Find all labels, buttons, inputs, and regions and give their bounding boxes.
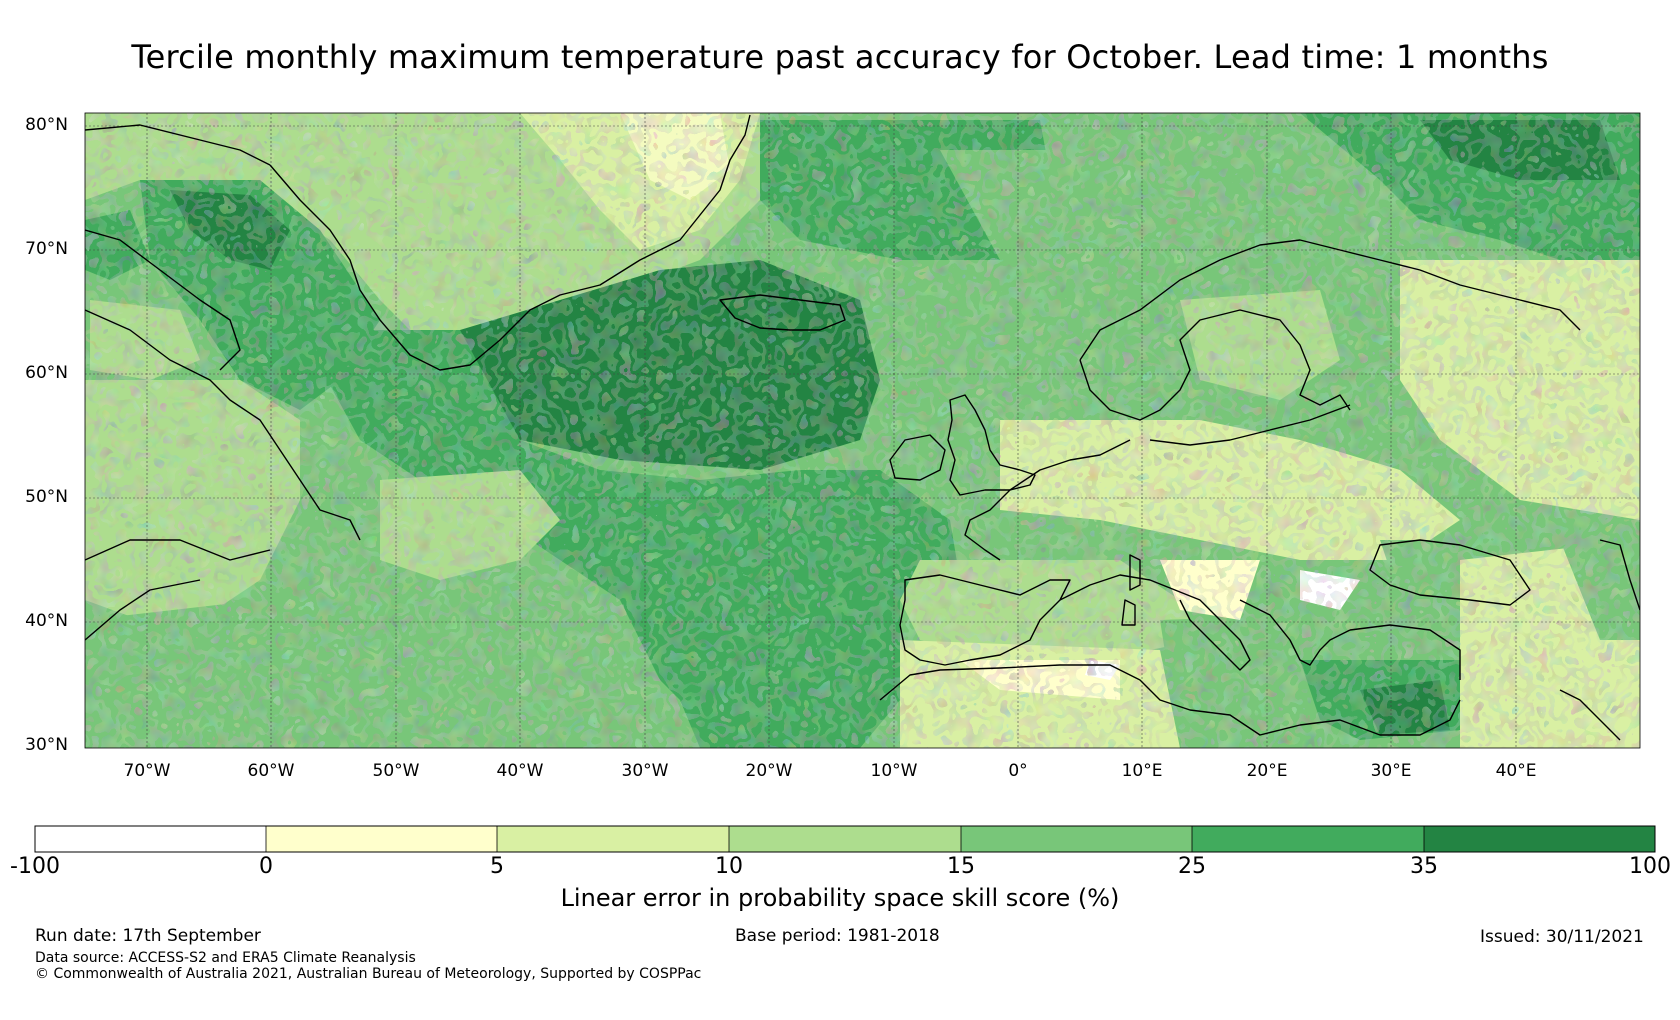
colorbar-tick: -100 (10, 854, 60, 879)
colorbar-swatch (729, 826, 961, 852)
colorbar-tick: 35 (1410, 854, 1438, 879)
colorbar-swatch (497, 826, 729, 852)
colorbar-tick: 25 (1178, 854, 1206, 879)
colorbar-tick: 0 (259, 854, 273, 879)
lat-label: 70°N (25, 239, 68, 259)
lon-label: 10°W (870, 761, 918, 781)
lon-label: 30°E (1370, 761, 1412, 781)
colorbar-swatch (1424, 826, 1655, 852)
colorbar-swatch (1192, 826, 1424, 852)
colorbar (34, 825, 1656, 853)
lon-label: 10°E (1121, 761, 1163, 781)
copyright: © Commonwealth of Australia 2021, Austra… (35, 966, 702, 982)
colorbar-swatch (961, 826, 1192, 852)
skill-field (85, 113, 1640, 748)
data-source: Data source: ACCESS-S2 and ERA5 Climate … (35, 950, 416, 966)
run-date: Run date: 17th September (35, 926, 261, 946)
lon-label: 30°W (621, 761, 669, 781)
lon-label: 70°W (123, 761, 171, 781)
lon-label: 60°W (247, 761, 295, 781)
colorbar-swatch (266, 826, 497, 852)
colorbar-swatch (35, 826, 266, 852)
lat-label: 30°N (25, 735, 68, 755)
lon-label: 20°E (1246, 761, 1288, 781)
colorbar-tick: 15 (947, 854, 975, 879)
lat-label: 50°N (25, 487, 68, 507)
lon-label: 20°W (745, 761, 793, 781)
base-period: Base period: 1981-2018 (735, 926, 940, 946)
lon-label: 40°W (496, 761, 544, 781)
lat-label: 40°N (25, 611, 68, 631)
colorbar-tick: 100 (1629, 854, 1671, 879)
lat-label: 60°N (25, 363, 68, 383)
lon-label: 0° (1008, 761, 1028, 781)
colorbar-label: Linear error in probability space skill … (560, 884, 1120, 912)
colorbar-tick: 10 (715, 854, 743, 879)
coastlines (85, 114, 1640, 741)
chart-title: Tercile monthly maximum temperature past… (131, 38, 1549, 76)
lon-label: 40°E (1495, 761, 1537, 781)
lat-label: 80°N (25, 115, 68, 135)
issued-date: Issued: 30/11/2021 (1480, 927, 1644, 947)
lon-label: 50°W (372, 761, 420, 781)
colorbar-tick: 5 (490, 854, 504, 879)
